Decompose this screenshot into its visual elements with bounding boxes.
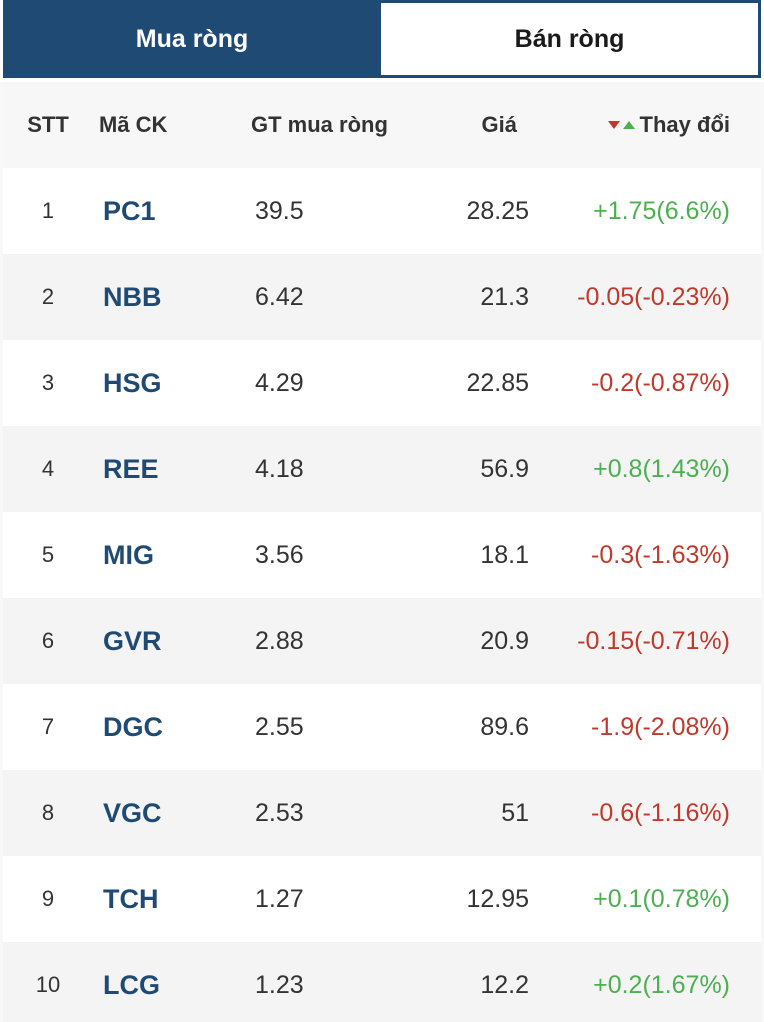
stock-symbol-link[interactable]: LCG (103, 969, 160, 1000)
price-change: +0.1(0.78%) (593, 884, 730, 913)
price-change: -0.6(-1.16%) (591, 798, 730, 827)
table-row[interactable]: 9 TCH 1.27 12.95 +0.1(0.78%) (3, 856, 761, 942)
row-stt: 7 (41, 714, 55, 739)
table-header: STT Mã CK GT mua ròng Giá Thay đổi (3, 82, 761, 168)
table-row[interactable]: 6 GVR 2.88 20.9 -0.15(-0.71%) (3, 598, 761, 684)
stock-symbol-link[interactable]: REE (103, 453, 159, 484)
stock-price: 12.95 (466, 884, 529, 913)
table-row[interactable]: 2 NBB 6.42 21.3 -0.05(-0.23%) (3, 254, 761, 340)
price-change: -0.2(-0.87%) (591, 368, 730, 397)
net-buy-value: 2.88 (255, 626, 304, 655)
stock-price: 51 (501, 798, 529, 827)
net-buy-value: 4.18 (255, 454, 304, 483)
stock-price: 89.6 (480, 712, 529, 741)
stock-symbol-link[interactable]: TCH (103, 883, 159, 914)
table-body: 1 PC1 39.5 28.25 +1.75(6.6%) 2 NBB 6.42 21.3 -0.0… (3, 168, 761, 1022)
stock-price: 28.25 (466, 196, 529, 225)
stock-price: 18.1 (480, 540, 529, 569)
net-buy-value: 2.55 (255, 712, 304, 741)
stock-price: 21.3 (480, 282, 529, 311)
net-buy-value: 2.53 (255, 798, 304, 827)
stock-symbol-link[interactable]: VGC (103, 797, 162, 828)
column-header-price: Giá (481, 112, 517, 137)
row-stt: 4 (41, 456, 55, 481)
row-stt: 10 (35, 972, 61, 997)
sort-down-icon (607, 121, 620, 129)
tab-net-buy[interactable]: Mua ròng (3, 0, 381, 78)
table-row[interactable]: 3 HSG 4.29 22.85 -0.2(-0.87%) (3, 340, 761, 426)
row-stt: 2 (41, 284, 55, 309)
stock-symbol-link[interactable]: HSG (103, 367, 162, 398)
row-stt: 3 (41, 370, 55, 395)
stock-price: 56.9 (480, 454, 529, 483)
price-change: +0.2(1.67%) (593, 970, 730, 999)
tab-bar: Mua ròng Bán ròng (0, 0, 764, 82)
net-buy-value: 39.5 (255, 196, 304, 225)
table-row[interactable]: 5 MIG 3.56 18.1 -0.3(-1.63%) (3, 512, 761, 598)
table-row[interactable]: 8 VGC 2.53 51 -0.6(-1.16%) (3, 770, 761, 856)
price-change: +0.8(1.43%) (593, 454, 730, 483)
table-row[interactable]: 10 LCG 1.23 12.2 +0.2(1.67%) (3, 942, 761, 1022)
stock-symbol-link[interactable]: NBB (103, 281, 162, 312)
column-header-stt: STT (27, 112, 69, 137)
stock-symbol-link[interactable]: MIG (103, 539, 154, 570)
stock-price: 20.9 (480, 626, 529, 655)
table-row[interactable]: 1 PC1 39.5 28.25 +1.75(6.6%) (3, 168, 761, 254)
table-row[interactable]: 4 REE 4.18 56.9 +0.8(1.43%) (3, 426, 761, 512)
tab-net-sell[interactable]: Bán ròng (381, 0, 761, 78)
column-header-change[interactable]: Thay đổi (539, 82, 730, 168)
net-buy-value: 1.23 (255, 970, 304, 999)
stock-price: 22.85 (466, 368, 529, 397)
net-buy-value: 4.29 (255, 368, 304, 397)
net-buy-value: 1.27 (255, 884, 304, 913)
net-buy-value: 3.56 (255, 540, 304, 569)
row-stt: 1 (41, 198, 55, 223)
stock-symbol-link[interactable]: DGC (103, 711, 163, 742)
price-change: -0.15(-0.71%) (577, 626, 730, 655)
net-buy-value: 6.42 (255, 282, 304, 311)
column-header-symbol: Mã CK (99, 112, 168, 137)
sort-toggle[interactable] (607, 121, 635, 129)
row-stt: 8 (41, 800, 55, 825)
sort-up-icon (622, 121, 635, 129)
table-row[interactable]: 7 DGC 2.55 89.6 -1.9(-2.08%) (3, 684, 761, 770)
stock-price: 12.2 (480, 970, 529, 999)
row-stt: 6 (41, 628, 55, 653)
row-stt: 5 (41, 542, 55, 567)
price-change: -0.3(-1.63%) (591, 540, 730, 569)
price-change: +1.75(6.6%) (593, 196, 730, 225)
row-stt: 9 (41, 886, 55, 911)
price-change: -1.9(-2.08%) (591, 712, 730, 741)
stock-symbol-link[interactable]: GVR (103, 625, 162, 656)
price-change: -0.05(-0.23%) (577, 282, 730, 311)
stock-symbol-link[interactable]: PC1 (103, 195, 156, 226)
column-header-value: GT mua ròng (251, 112, 388, 137)
column-header-change-label: Thay đổi (639, 112, 730, 137)
